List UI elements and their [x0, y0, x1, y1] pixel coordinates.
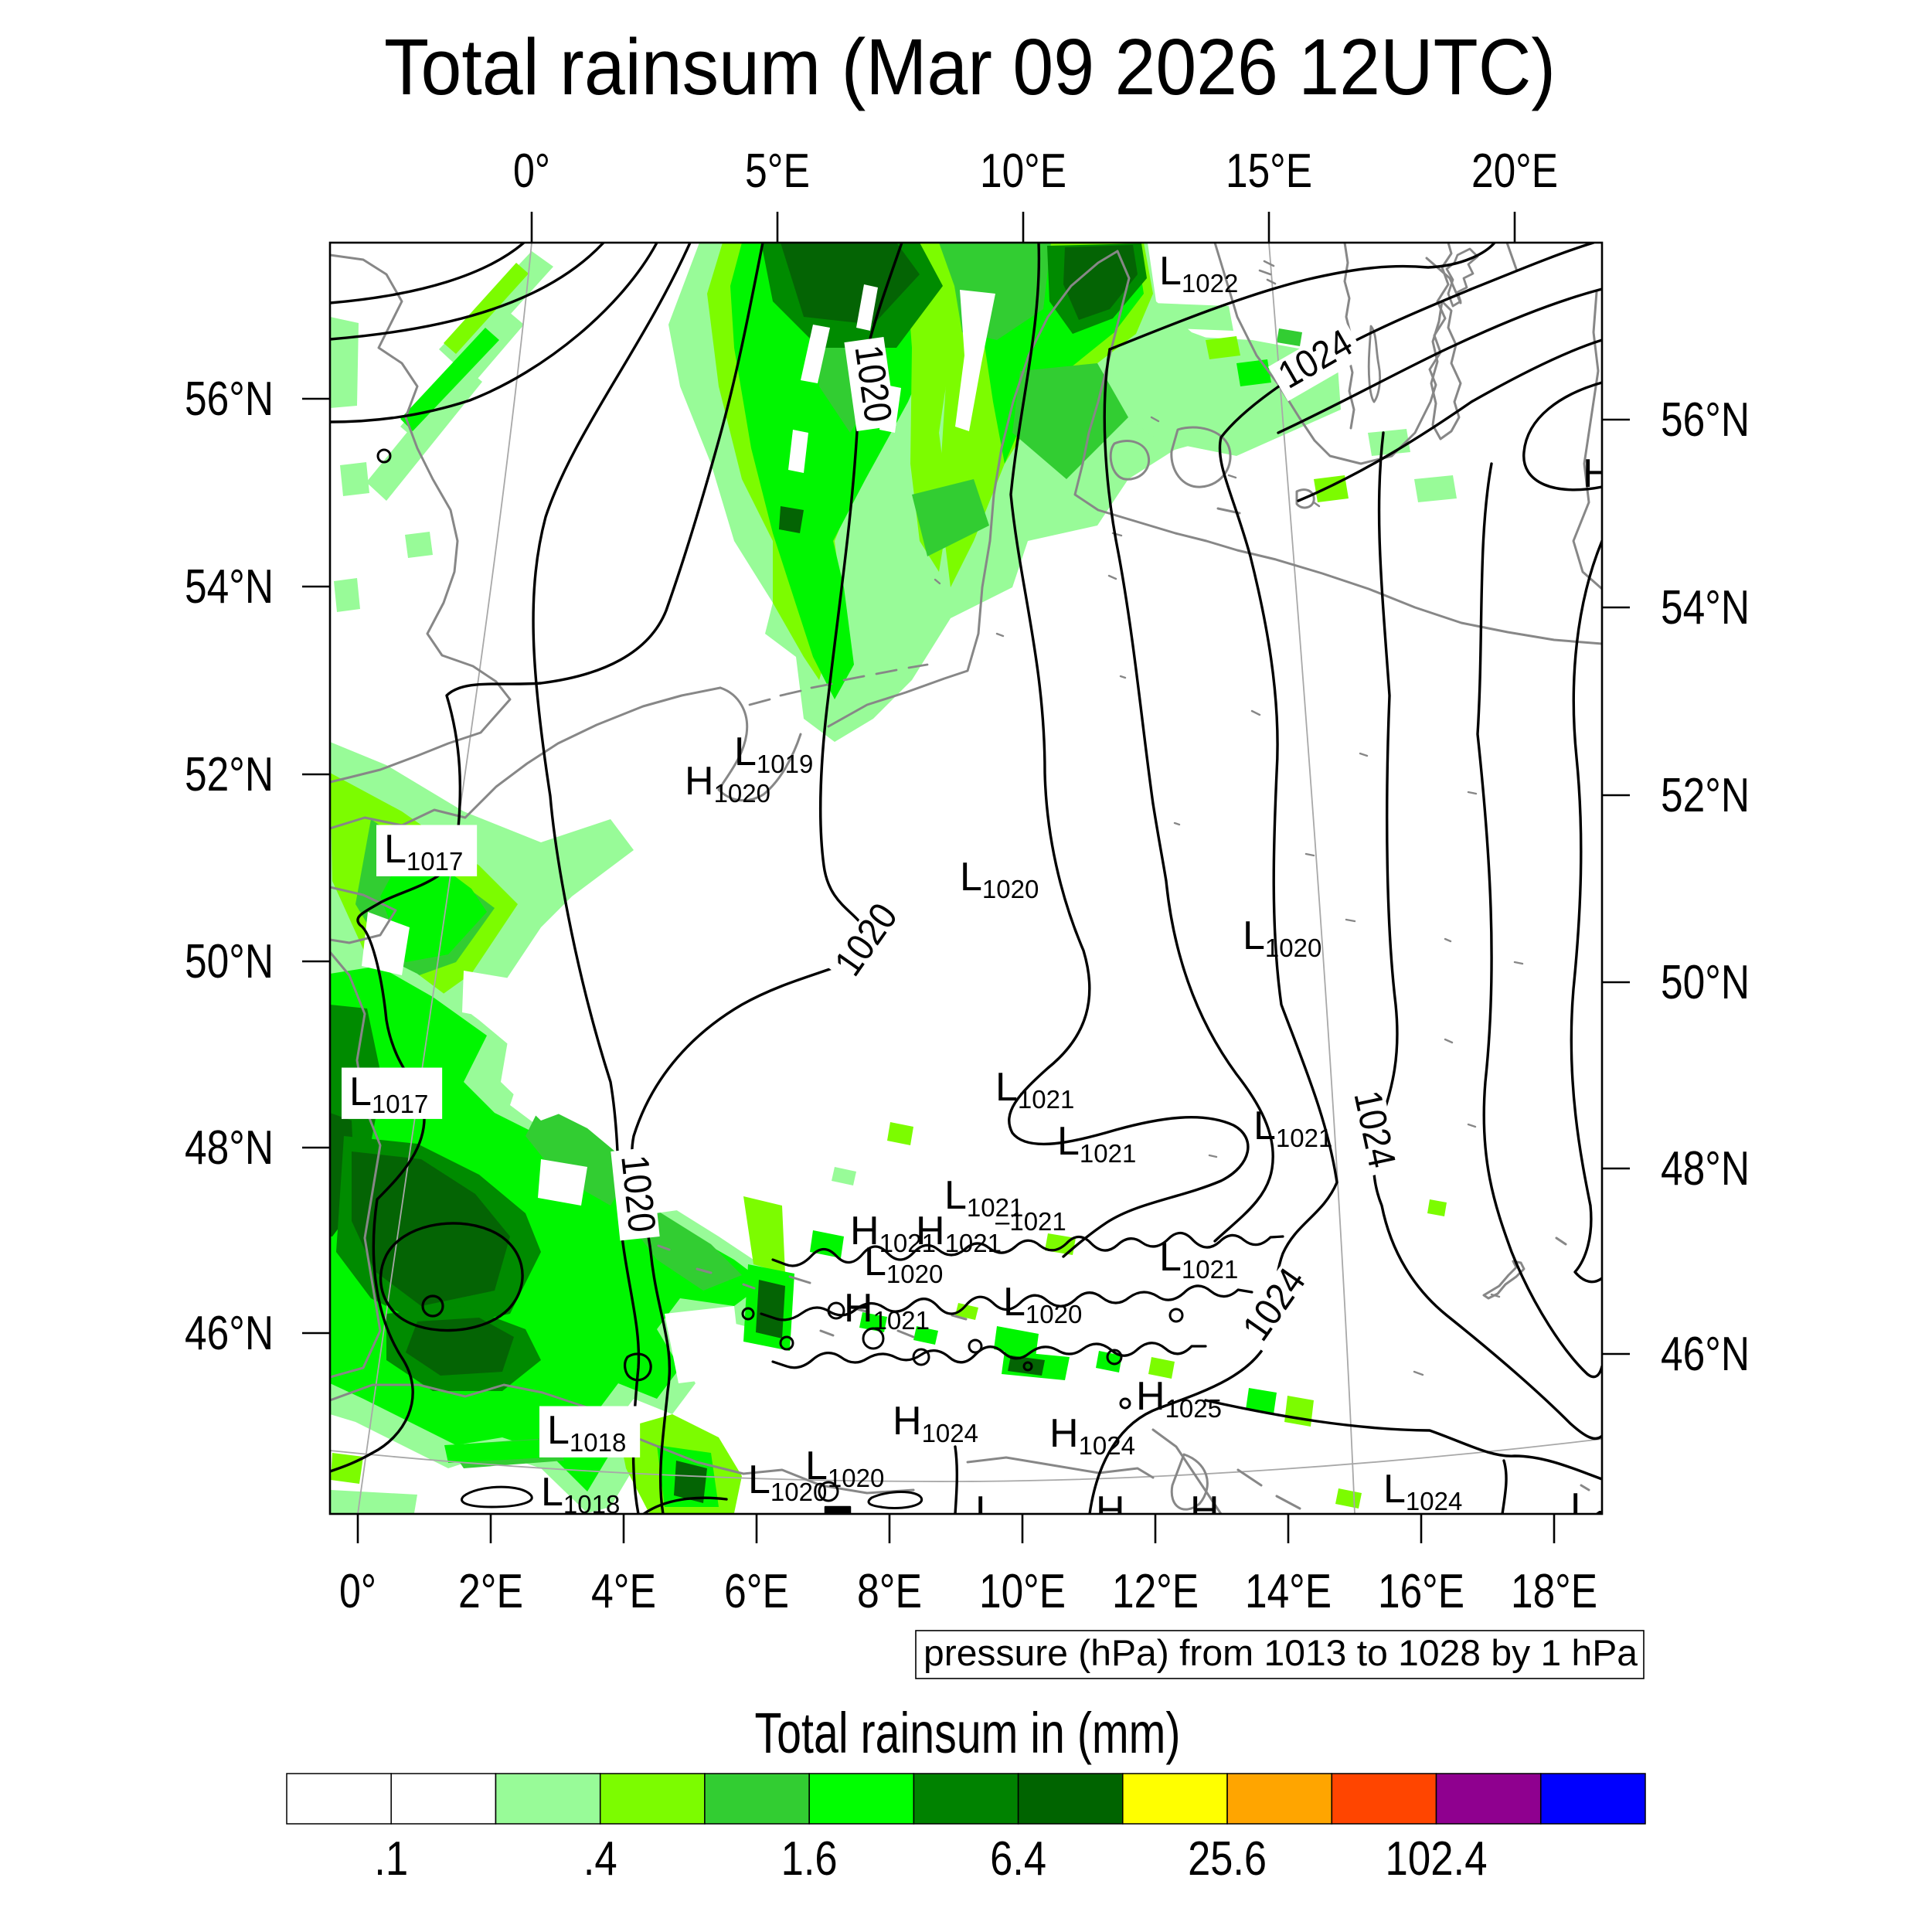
svg-text:10°E: 10°E: [979, 1565, 1066, 1618]
svg-text:L1022: L1022: [1159, 249, 1238, 298]
svg-text:56°N: 56°N: [1661, 393, 1750, 447]
svg-text:16°E: 16°E: [1378, 1565, 1464, 1618]
svg-text:25.6: 25.6: [1188, 1832, 1267, 1886]
svg-text:6°E: 6°E: [724, 1565, 789, 1618]
svg-text:8°E: 8°E: [857, 1565, 922, 1618]
svg-text:50°N: 50°N: [185, 935, 274, 988]
svg-text:L1024: L1024: [1383, 1467, 1462, 1515]
svg-text:18°E: 18°E: [1511, 1565, 1597, 1618]
svg-text:H1024: H1024: [893, 1399, 978, 1447]
svg-text:1.6: 1.6: [781, 1832, 838, 1886]
svg-text:H: H: [1583, 451, 1612, 496]
svg-text:52°N: 52°N: [185, 748, 274, 801]
svg-text:46°N: 46°N: [1661, 1328, 1750, 1381]
svg-text:1020: 1020: [613, 1153, 664, 1234]
svg-text:0°: 0°: [339, 1565, 376, 1618]
svg-text:20°E: 20°E: [1471, 145, 1558, 198]
svg-text:Total rainsum in (mm): Total rainsum in (mm): [755, 1701, 1181, 1765]
svg-text:1020: 1020: [847, 342, 900, 425]
svg-text:5°E: 5°E: [745, 145, 810, 198]
svg-text:56°N: 56°N: [185, 372, 274, 426]
svg-text:54°N: 54°N: [1661, 581, 1750, 634]
svg-text:48°N: 48°N: [1661, 1142, 1750, 1196]
svg-text:4°E: 4°E: [591, 1565, 656, 1618]
svg-text:2°E: 2°E: [458, 1565, 523, 1618]
svg-text:15°E: 15°E: [1226, 145, 1312, 198]
svg-text:46°N: 46°N: [185, 1307, 274, 1360]
svg-text:48°N: 48°N: [185, 1121, 274, 1175]
svg-text:102.4: 102.4: [1386, 1832, 1488, 1886]
svg-text:10°E: 10°E: [980, 145, 1066, 198]
svg-text:.1: .1: [374, 1832, 408, 1886]
svg-text:–1021: –1021: [995, 1207, 1066, 1236]
svg-text:50°N: 50°N: [1661, 956, 1750, 1009]
svg-text:52°N: 52°N: [1661, 769, 1750, 822]
svg-text:14°E: 14°E: [1245, 1565, 1332, 1618]
svg-text:12°E: 12°E: [1112, 1565, 1199, 1618]
svg-text:0°: 0°: [513, 145, 550, 198]
svg-text:54°N: 54°N: [185, 560, 274, 614]
svg-text:pressure (hPa) from 1013 to 10: pressure (hPa) from 1013 to 1028 by 1 hP…: [923, 1632, 1638, 1673]
svg-text:.4: .4: [583, 1832, 617, 1886]
svg-text:Total rainsum (Mar 09 2026 12U: Total rainsum (Mar 09 2026 12UTC): [384, 22, 1556, 111]
svg-text:L1021: L1021: [1057, 1119, 1136, 1168]
svg-text:6.4: 6.4: [990, 1832, 1046, 1886]
